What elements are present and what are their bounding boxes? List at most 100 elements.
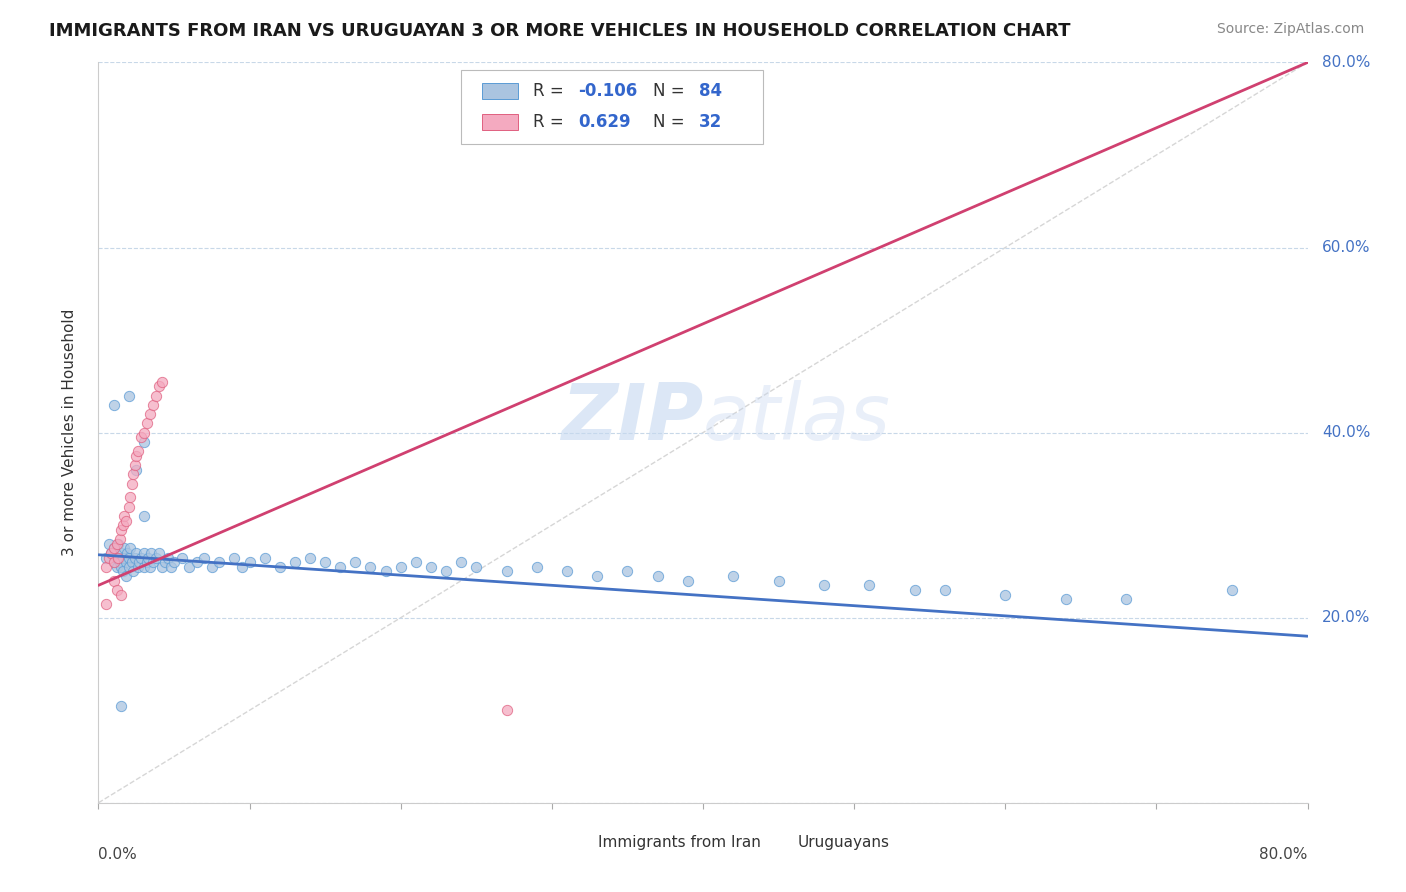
- Point: [1220, 582, 1243, 597]
- Point: [100, 546, 122, 560]
- Point: [676, 574, 699, 588]
- Text: 80.0%: 80.0%: [1260, 847, 1308, 863]
- Point: [120, 491, 142, 505]
- Point: [121, 476, 143, 491]
- Text: R =: R =: [533, 82, 568, 100]
- Point: [125, 462, 148, 476]
- Y-axis label: 3 or more Vehicles in Household: 3 or more Vehicles in Household: [62, 309, 77, 557]
- Text: 80.0%: 80.0%: [1322, 55, 1371, 70]
- Text: R =: R =: [533, 113, 568, 131]
- Text: Source: ZipAtlas.com: Source: ZipAtlas.com: [1216, 22, 1364, 37]
- Text: N =: N =: [654, 113, 690, 131]
- Point: [103, 555, 125, 569]
- Point: [360, 559, 382, 574]
- FancyBboxPatch shape: [482, 83, 517, 99]
- Point: [153, 555, 176, 569]
- Point: [124, 550, 146, 565]
- Point: [125, 546, 148, 560]
- Point: [586, 569, 609, 583]
- Point: [103, 555, 125, 569]
- Point: [142, 398, 165, 412]
- Point: [132, 546, 155, 560]
- Point: [616, 565, 638, 579]
- Point: [103, 541, 125, 556]
- Point: [122, 467, 145, 482]
- Text: 0.629: 0.629: [578, 113, 631, 131]
- Point: [111, 565, 134, 579]
- Point: [105, 536, 128, 550]
- Point: [231, 559, 253, 574]
- Point: [118, 500, 141, 514]
- Text: N =: N =: [654, 82, 690, 100]
- Point: [120, 541, 142, 556]
- Point: [329, 559, 352, 574]
- Text: 20.0%: 20.0%: [1322, 610, 1371, 625]
- Point: [103, 574, 125, 588]
- Point: [994, 588, 1017, 602]
- Point: [114, 555, 136, 569]
- Point: [105, 550, 128, 565]
- Text: 40.0%: 40.0%: [1322, 425, 1371, 440]
- Point: [156, 550, 179, 565]
- Point: [193, 550, 215, 565]
- Point: [145, 550, 167, 565]
- Point: [114, 569, 136, 583]
- Point: [495, 703, 517, 717]
- Point: [100, 546, 122, 560]
- Point: [118, 550, 141, 565]
- Point: [208, 555, 231, 569]
- Point: [160, 559, 183, 574]
- Point: [132, 425, 155, 440]
- Text: ZIP: ZIP: [561, 380, 703, 456]
- Point: [299, 550, 322, 565]
- Point: [768, 574, 790, 588]
- Point: [934, 582, 956, 597]
- Point: [145, 388, 167, 402]
- Text: 60.0%: 60.0%: [1322, 240, 1371, 255]
- Point: [118, 388, 141, 402]
- Point: [132, 434, 155, 449]
- Point: [127, 559, 149, 574]
- Text: IMMIGRANTS FROM IRAN VS URUGUAYAN 3 OR MORE VEHICLES IN HOUSEHOLD CORRELATION CH: IMMIGRANTS FROM IRAN VS URUGUAYAN 3 OR M…: [49, 22, 1071, 40]
- Point: [150, 375, 173, 389]
- Point: [450, 555, 472, 569]
- Point: [813, 578, 835, 592]
- Point: [170, 550, 193, 565]
- Point: [111, 550, 134, 565]
- Point: [139, 407, 162, 421]
- Point: [132, 508, 155, 523]
- Point: [108, 555, 131, 569]
- Point: [121, 555, 143, 569]
- Point: [314, 555, 336, 569]
- Point: [389, 559, 412, 574]
- Point: [239, 555, 262, 569]
- Point: [98, 550, 121, 565]
- Point: [135, 555, 157, 569]
- Point: [526, 559, 548, 574]
- Point: [148, 546, 170, 560]
- Point: [465, 559, 488, 574]
- Point: [136, 550, 159, 565]
- Point: [112, 508, 135, 523]
- Point: [434, 565, 457, 579]
- Point: [108, 532, 131, 546]
- Point: [129, 550, 152, 565]
- Point: [110, 588, 132, 602]
- Point: [139, 559, 162, 574]
- Point: [105, 559, 128, 574]
- Point: [112, 541, 135, 556]
- Point: [904, 582, 927, 597]
- Point: [118, 559, 141, 574]
- Point: [129, 430, 152, 444]
- Point: [344, 555, 367, 569]
- Point: [98, 536, 121, 550]
- Point: [1115, 592, 1137, 607]
- Point: [110, 559, 132, 574]
- Point: [94, 597, 117, 611]
- Point: [135, 417, 157, 431]
- Point: [125, 449, 148, 463]
- Point: [142, 555, 165, 569]
- Text: -0.106: -0.106: [578, 82, 638, 100]
- Point: [132, 559, 155, 574]
- Point: [420, 559, 443, 574]
